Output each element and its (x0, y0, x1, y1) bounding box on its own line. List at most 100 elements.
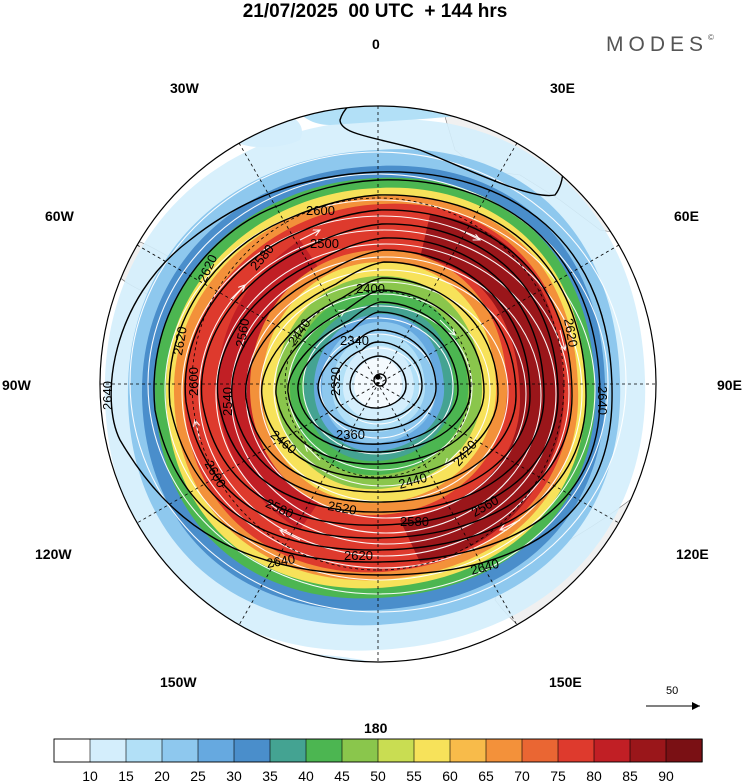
colorbar-cell (521, 738, 559, 763)
contour-label-group: 2660 2600 2620 2620 2580 2560 2500 2400 … (100, 109, 610, 577)
streamline-atlantic (300, 82, 500, 95)
lat-circle-inner (284, 290, 472, 478)
meridian-60e-120w (136, 244, 620, 524)
brand-logo: MODES© (606, 33, 714, 57)
contour-label-2620-s: 2620 (344, 548, 373, 563)
colorbar-tick-label: 40 (298, 768, 314, 782)
colorbar-cell (269, 738, 307, 763)
colorbar-cell (161, 738, 199, 763)
streamline-arrow-5 (280, 530, 301, 541)
colorbar-tick-label: 55 (406, 768, 422, 782)
contour-2660 (339, 106, 565, 197)
contour-label-2520: 2520 (327, 498, 358, 518)
colorbar-cell (413, 738, 451, 763)
ws-streak-atlantic (289, 106, 513, 125)
contour-2360 (317, 329, 437, 431)
colorbar-cell (305, 738, 343, 763)
streamline-arrow-4 (500, 519, 521, 530)
streamline-2 (181, 215, 583, 569)
reference-vector: 50 (646, 685, 700, 710)
lon-label-90w: 90W (2, 377, 32, 393)
colorbar-cell (665, 738, 703, 763)
colorbar-tick-label: 90 (658, 768, 674, 782)
contour-low-center (373, 373, 387, 387)
contour-2500 (245, 261, 517, 493)
streamline-arrow-7 (229, 285, 245, 301)
colorbar-cell (53, 738, 91, 763)
contour-label-2660: 2660 (495, 109, 528, 136)
streamline-8 (273, 293, 491, 487)
colorbar-tick-label: 50 (370, 768, 386, 782)
contour-label-2500-n: 2500 (310, 236, 339, 251)
contour-2560 (200, 223, 559, 526)
reference-vector-label: 50 (666, 685, 678, 697)
colorbar-tick-label: 80 (586, 768, 602, 782)
colorbar-cell (233, 738, 271, 763)
height-contours (110, 106, 613, 576)
colorbar-tick-label: 20 (154, 768, 170, 782)
contour-label-2620-e: 2620 (561, 317, 581, 348)
lon-label-120e: 120E (676, 546, 709, 562)
streamline-arrow-12 (440, 92, 470, 95)
contour-2440 (275, 289, 485, 465)
streamline-arrow-6 (195, 420, 201, 441)
contour-2600 (168, 194, 587, 551)
colorbar-tick-label: 85 (622, 768, 638, 782)
colorbar-cell (197, 738, 235, 763)
colorbar-tick-label: 60 (442, 768, 458, 782)
contour-label-2540-w: 2540 (220, 387, 235, 416)
contour-label-2560-nw: 2560 (233, 317, 253, 348)
colorbar-tick-label: 65 (478, 768, 494, 782)
colorbar-cell (449, 738, 487, 763)
colorbar-cell (377, 738, 415, 763)
colorbar-tick-label: 70 (514, 768, 530, 782)
streamline-4 (215, 243, 557, 545)
lon-label-30e: 30E (550, 80, 575, 96)
lon-label-30w: 30W (170, 80, 200, 96)
longitude-labels: 0 30E 60E 90E 120E 150E 180 150W 120W 90… (2, 36, 742, 736)
colorbar-cell (557, 738, 595, 763)
lon-label-120w: 120W (35, 546, 72, 562)
colorbar-tick-label: 15 (118, 768, 134, 782)
copyright-mark: © (708, 33, 714, 42)
colorbar-cell (125, 738, 163, 763)
streamline-arrow-8 (439, 319, 455, 335)
lon-label-60e: 60E (674, 208, 699, 224)
colorbar-tick-label: 10 (82, 768, 98, 782)
contour-2340 (333, 341, 423, 421)
contour-label-2360: 2360 (336, 427, 365, 442)
colorbar-cell (629, 738, 667, 763)
streamline-3 (198, 229, 570, 557)
contour-label-2640-s2: 2640 (469, 556, 501, 578)
colorbar: 10 15 20 25 30 35 40 45 50 55 60 65 70 75 80 85 90 (53, 738, 703, 782)
colorbar-cell (485, 738, 523, 763)
streamline-arrow-3 (559, 329, 565, 350)
lon-label-90e: 90E (717, 377, 742, 393)
contour-label-2440-s: 2440 (397, 470, 429, 492)
colorbar-cell (593, 738, 631, 763)
lon-label-60w: 60W (45, 208, 75, 224)
lon-label-150e: 150E (549, 674, 582, 690)
streamline-5 (230, 256, 542, 534)
colorbar-tick-label: 35 (262, 768, 278, 782)
colorbar-tick-label: 45 (334, 768, 350, 782)
contour-label-2340: 2340 (340, 333, 369, 348)
contour-2400 (297, 311, 459, 445)
contour-2520 (231, 249, 531, 503)
contour-label-2640-s1: 2640 (265, 551, 296, 571)
colorbar-tick-label: 25 (190, 768, 206, 782)
contour-2540 (216, 237, 545, 513)
colorbar-frame (53, 738, 703, 763)
contour-2620 (153, 179, 601, 563)
streamline-arrow-1 (299, 230, 320, 241)
colorbar-tick-label: 75 (550, 768, 566, 782)
lon-label-150w: 150W (160, 674, 197, 690)
contour-label-2640-e: 2640 (595, 386, 610, 415)
streamline-arrow-2 (459, 229, 480, 240)
contour-label-2320: 2320 (328, 367, 343, 396)
map-border (99, 105, 657, 663)
lon-label-0: 0 (372, 36, 380, 52)
contour-2420 (287, 301, 471, 453)
contour-label-2600-n: 2600 (306, 203, 335, 218)
